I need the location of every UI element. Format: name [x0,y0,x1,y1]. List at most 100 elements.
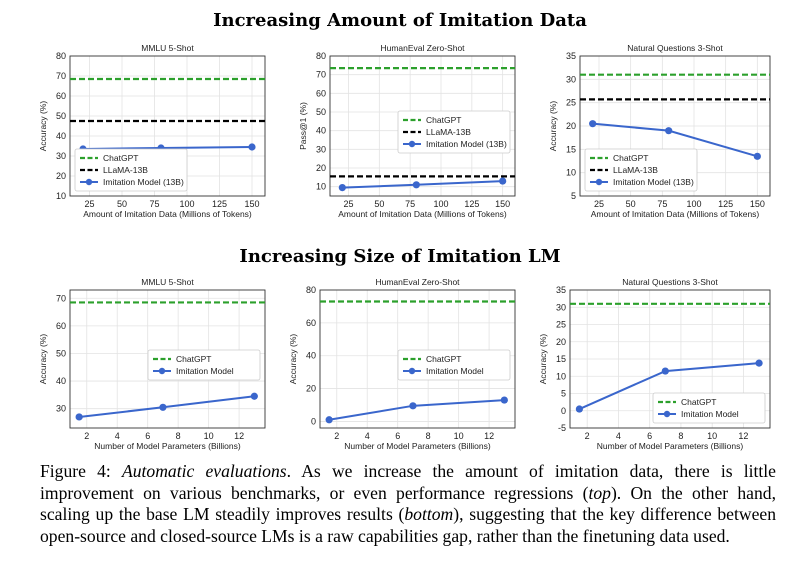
x-tick-label: 12 [738,431,748,441]
x-tick-label: 6 [647,431,652,441]
x-tick-label: 125 [212,199,227,209]
y-tick-label: 30 [556,302,566,312]
y-tick-label: 0 [311,416,316,426]
imitation-series-line [328,399,505,421]
y-tick-label: 0 [561,406,566,416]
caption-line-3: scaling up the base LM steadily improves… [40,504,776,526]
x-tick-label: 2 [334,431,339,441]
chart-6: -5 0 5 10 15 20 25 30 35 2 4 6 8 10 12 Natural Question… [538,277,771,451]
x-tick-label: 2 [84,431,89,441]
imitation-data-point [589,120,597,128]
y-tick-label: 25 [556,320,566,330]
x-tick-label: 10 [707,431,717,441]
legend: ChatGPT Imitation Model [652,392,766,424]
y-tick-label: 50 [56,111,66,121]
imitation-data-point [755,359,763,367]
chart-title: MMLU 5-Shot [141,277,194,287]
x-tick-label: 8 [176,431,181,441]
legend-box [397,110,511,154]
chart-title: Natural Questions 3-Shot [627,43,723,53]
y-tick-label: 20 [306,384,316,394]
legend-label: ChatGPT [426,354,461,364]
y-tick-label: 20 [566,121,576,131]
imitation-data-point [753,152,761,160]
legend-label: ChatGPT [613,153,648,163]
legend-swatch-marker [595,178,603,186]
legend-label: ChatGPT [426,115,461,125]
x-tick-label: 75 [657,199,667,209]
y-tick-label: 40 [316,126,326,136]
y-tick-label: -5 [558,423,566,433]
legend-swatch-marker [85,178,93,186]
y-tick-label: 50 [56,348,66,358]
bottom-section-title: Increasing Size of Imitation LM [239,246,561,267]
x-axis-label: Amount of Imitation Data (Millions of To… [338,209,507,219]
x-tick-label: 25 [594,199,604,209]
plot-frame [579,55,771,197]
imitation-data-point [499,177,507,185]
chart-title: HumanEval Zero-Shot [380,43,465,53]
x-tick-label: 100 [433,199,448,209]
x-tick-label: 2 [585,431,590,441]
caption-line-1: Figure 4: Automatic evaluations. As we i… [40,461,776,483]
x-tick-label: 50 [117,199,127,209]
y-tick-label: 30 [56,151,66,161]
imitation-data-point [661,367,669,375]
imitation-data-point [248,143,256,151]
caption-emph: Automatic evaluations [122,461,287,481]
x-tick-label: 25 [343,199,353,209]
legend-label: Imitation Model [426,366,484,376]
x-tick-label: 10 [454,431,464,441]
x-tick-label: 10 [204,431,214,441]
imitation-data-point [250,392,258,400]
imitation-data-point [325,416,333,424]
legend-box [397,349,511,381]
chart-4: 30 40 50 60 70 2 4 6 8 10 12 MMLU 5-Shot Number of M… [38,277,266,451]
x-tick-label: 50 [626,199,636,209]
x-axis-label: Number of Model Parameters (Billions) [94,441,241,451]
x-tick-label: 4 [365,431,370,441]
y-tick-label: 10 [566,168,576,178]
legend: ChatGPT Imitation Model [397,349,511,381]
y-tick-label: 20 [56,171,66,181]
x-tick-label: 4 [115,431,120,441]
caption-label: Figure 4: [40,461,111,481]
legend-swatch-marker [408,140,416,148]
y-tick-label: 5 [561,389,566,399]
legend-swatch-marker [663,410,671,418]
legend-swatch-marker [408,367,416,375]
x-tick-label: 25 [84,199,94,209]
legend-box [147,349,261,381]
legend-swatch-marker [158,367,166,375]
plot-frame [329,55,516,197]
x-tick-label: 12 [484,431,494,441]
x-tick-label: 150 [750,199,765,209]
caption-line2-pre: improvement on various benchmarks, or ev… [40,482,589,503]
legend-label: LLaMA-13B [426,127,471,137]
legend-label: ChatGPT [103,153,138,163]
y-tick-label: 80 [316,51,326,61]
caption-line-2: improvement on various benchmarks, or ev… [40,483,776,505]
x-tick-label: 100 [179,199,194,209]
x-axis-label: Amount of Imitation Data (Millions of To… [591,209,760,219]
y-tick-label: 5 [571,191,576,201]
y-tick-label: 60 [56,91,66,101]
y-axis-label: Accuracy (%) [38,101,48,152]
chart-title: MMLU 5-Shot [141,43,194,53]
legend-label: ChatGPT [681,397,716,407]
x-tick-label: 8 [678,431,683,441]
x-tick-label: 150 [244,199,259,209]
y-tick-label: 15 [556,354,566,364]
y-tick-label: 30 [316,144,326,154]
y-tick-label: 20 [556,337,566,347]
y-tick-label: 30 [56,404,66,414]
caption-bottom-emph: bottom [404,504,454,524]
legend-label: LLaMA-13B [103,165,148,175]
legend: ChatGPT Imitation Model [147,349,261,381]
x-tick-label: 75 [405,199,415,209]
legend-label: Imitation Model (13B) [613,177,694,187]
legend-label: Imitation Model [681,409,739,419]
y-axis-label: Accuracy (%) [548,101,558,152]
y-tick-label: 10 [556,371,566,381]
